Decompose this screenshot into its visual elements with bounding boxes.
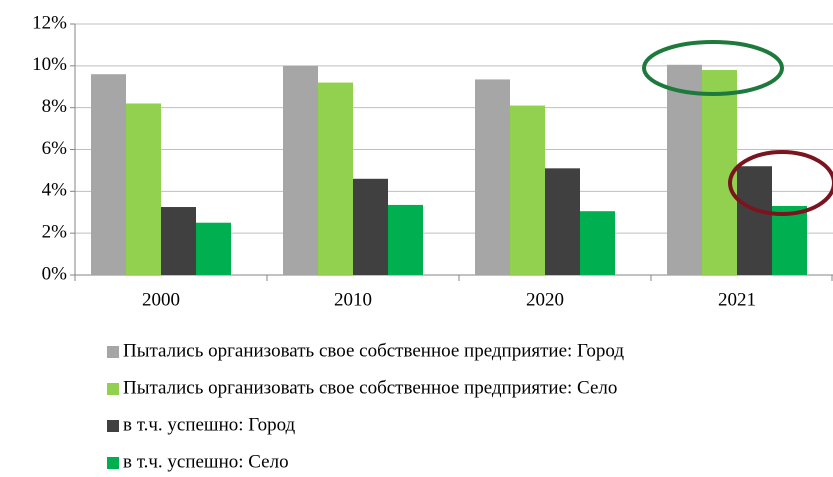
legend-label: Пытались организовать свое собственное п… (123, 340, 624, 361)
y-tick-label: 10% (32, 54, 67, 75)
highlight-ellipse (728, 150, 833, 216)
legend-label: Пытались организовать свое собственное п… (123, 377, 617, 398)
x-tick-label: 2000 (142, 289, 180, 310)
legend-label: в т.ч. успешно: Город (123, 414, 296, 435)
bar (388, 204, 423, 275)
bar (91, 74, 126, 275)
y-tick-label: 4% (42, 180, 68, 201)
y-tick-label: 8% (42, 96, 68, 117)
bar (318, 82, 353, 275)
y-tick-label: 0% (42, 263, 68, 284)
bar (667, 64, 702, 275)
legend-swatch (107, 457, 119, 469)
legend-swatch (107, 383, 119, 395)
y-tick-label: 2% (42, 222, 68, 243)
legend-swatch (107, 420, 119, 432)
x-tick-label: 2021 (718, 289, 756, 310)
y-tick-label: 6% (42, 138, 68, 159)
bar (353, 178, 388, 275)
y-tick-label: 12% (32, 12, 67, 33)
bar (580, 211, 615, 275)
bar (283, 65, 318, 275)
highlight-ellipse (642, 40, 784, 96)
x-tick-label: 2020 (526, 289, 564, 310)
bar (737, 166, 772, 275)
legend-swatch (107, 346, 119, 358)
bar (545, 168, 580, 275)
plot-area: 0% 2% 4% 6% 8% 10% 12% 2000 2010 2020 2021 Пытались… (32, 12, 833, 472)
bar (196, 222, 231, 275)
bar (161, 207, 196, 275)
bar (126, 103, 161, 275)
legend-label: в т.ч. успешно: Село (123, 451, 289, 472)
bar (475, 79, 510, 275)
x-tick-label: 2010 (334, 289, 372, 310)
bar (772, 205, 807, 275)
bar (510, 105, 545, 275)
